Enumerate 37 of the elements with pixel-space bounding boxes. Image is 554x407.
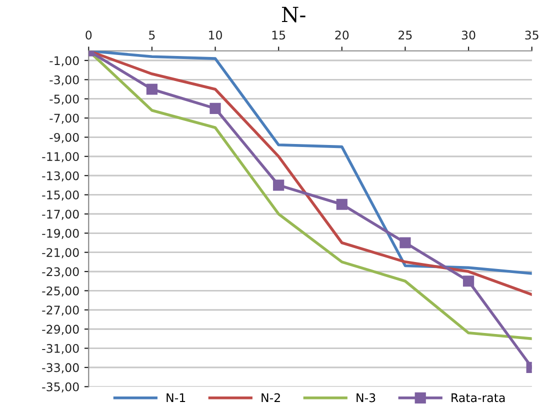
x-tick-label: 15 [272, 30, 286, 40]
y-tick-label: -21,00 [42, 248, 79, 258]
y-tick-label: -15,00 [42, 190, 79, 201]
point [146, 84, 158, 95]
legend-label: N-1 [166, 393, 186, 402]
y-tick-label: -31,00 [42, 344, 79, 354]
y-tick-label: -17,00 [42, 210, 79, 220]
x-tick-label: 35 [525, 30, 538, 40]
y-tick-label: -35,00 [42, 382, 79, 393]
point [210, 102, 221, 114]
point [400, 237, 411, 248]
legend-label: N-2 [262, 393, 280, 402]
y-tick-label: -13,00 [42, 171, 79, 182]
y-tick-label: -19,00 [42, 228, 79, 240]
chart-title: N- [282, 6, 306, 22]
y-tick-label: -5,00 [50, 94, 79, 105]
y-tick-label: -25,00 [42, 286, 79, 297]
point [336, 198, 348, 210]
point [273, 180, 284, 191]
x-tick-label: 10 [209, 30, 222, 40]
y-tick-label: -9,00 [50, 132, 79, 144]
x-tick-label: 30 [462, 30, 476, 40]
y-tick-label: -23,00 [42, 267, 79, 278]
x-tick-label: 20 [335, 30, 349, 40]
y-tick-label: -33,00 [42, 363, 79, 374]
y-tick-label: -7,00 [50, 114, 79, 124]
y-tick-label: -3,00 [50, 75, 79, 86]
x-tick-label: 25 [398, 30, 412, 40]
x-tick-label: 0 [86, 30, 92, 40]
point [462, 276, 474, 287]
y-tick-label: -11,00 [42, 152, 79, 162]
y-tick-label: -27,00 [42, 306, 79, 316]
y-tick-label: -1,00 [50, 56, 79, 66]
y-tick-label: -29,00 [42, 324, 79, 335]
legend-label: N-3 [356, 393, 376, 402]
x-tick-label: 5 [149, 30, 155, 40]
legend-label: Rata-rata [452, 393, 505, 402]
